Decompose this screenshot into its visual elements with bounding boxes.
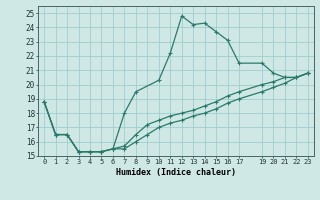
X-axis label: Humidex (Indice chaleur): Humidex (Indice chaleur) [116,168,236,177]
